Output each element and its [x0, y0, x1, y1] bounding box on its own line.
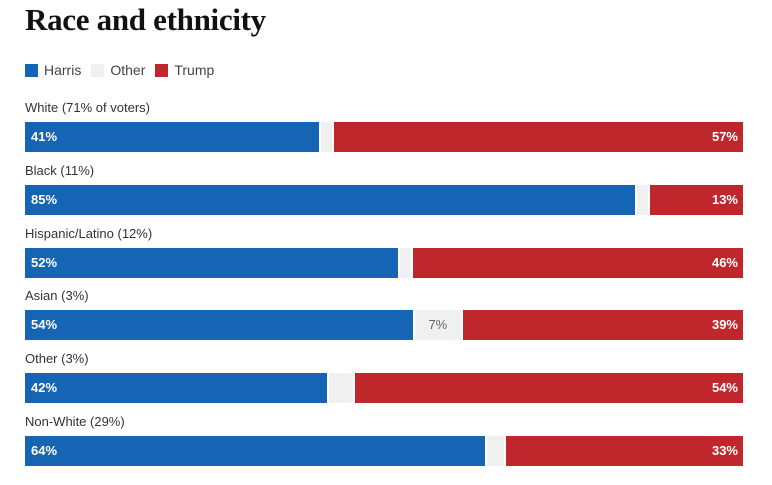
data-label-trump: 33%	[711, 443, 738, 458]
bar-row-asian-3: Asian (3%) 54% 7% 39%	[25, 288, 743, 344]
bar-segment-harris	[25, 310, 413, 341]
legend-swatch-harris	[25, 63, 38, 77]
category-label: Non-White (29%)	[25, 414, 125, 429]
chart-title: Race and ethnicity	[25, 2, 266, 37]
category-label: White (71% of voters)	[25, 100, 150, 115]
bar-segment-other	[328, 373, 354, 404]
legend-label-other: Other	[110, 62, 146, 78]
bar-track: 54% 7% 39%	[25, 310, 743, 341]
category-label: Other (3%)	[25, 351, 89, 367]
data-label-harris: 41%	[31, 129, 58, 144]
legend-swatch-other	[91, 63, 105, 77]
data-label-harris: 54%	[31, 317, 58, 333]
bar-track: 85% 13%	[25, 184, 743, 215]
legend-item-other: Other	[91, 62, 145, 78]
category-label: Black (11%)	[25, 162, 95, 178]
data-label-other: 7%	[428, 317, 448, 333]
bar-track: 41% 57%	[25, 122, 743, 152]
bar-row-other-3: Other (3%) 42% 54%	[25, 351, 743, 407]
bar-track: 64% 33%	[25, 436, 743, 466]
bar-segment-trump	[333, 122, 743, 152]
bar-segment-other	[637, 184, 648, 215]
legend-label-trump: Trump	[174, 62, 215, 78]
data-label-trump: 39%	[711, 317, 738, 333]
data-label-harris: 52%	[31, 254, 58, 270]
data-label-trump: 57%	[711, 129, 738, 144]
bar-segment-harris	[25, 184, 636, 215]
bar-segment-trump	[355, 373, 743, 404]
bar-track: 52% 46%	[25, 247, 743, 278]
bar-segment-harris	[25, 122, 320, 152]
data-label-trump: 54%	[711, 380, 738, 396]
bar-segment-trump	[649, 184, 743, 215]
bar-segment-other	[400, 247, 411, 278]
bar-row-white-71-of-voters: White (71% of voters) 41% 57%	[25, 100, 743, 156]
legend-item-trump: Trump	[155, 62, 214, 78]
legend-swatch-trump	[155, 63, 169, 77]
category-label: Asian (3%)	[25, 288, 89, 304]
bar-track: 42% 54%	[25, 373, 743, 404]
bar-segment-other	[486, 436, 505, 466]
bar-segment-trump	[412, 247, 743, 278]
bar-row-non-white-29: Non-White (29%) 64% 33%	[25, 414, 743, 470]
legend-item-harris: Harris	[25, 62, 81, 78]
data-label-trump: 13%	[711, 191, 738, 207]
data-label-harris: 64%	[31, 443, 58, 458]
bar-segment-harris	[25, 436, 485, 466]
bar-segment-harris	[25, 247, 399, 278]
bar-row-hispanic-latino-12: Hispanic/Latino (12%) 52% 46%	[25, 226, 743, 282]
category-label: Hispanic/Latino (12%)	[25, 225, 153, 241]
legend-label-harris: Harris	[44, 62, 82, 78]
data-label-trump: 46%	[711, 254, 738, 270]
bar-row-black-11: Black (11%) 85% 13%	[25, 163, 743, 219]
data-label-harris: 85%	[31, 191, 58, 207]
bar-segment-trump	[506, 436, 743, 466]
data-label-harris: 42%	[31, 380, 58, 396]
bar-segment-other	[321, 122, 332, 152]
bar-segment-other	[414, 310, 461, 341]
bar-segment-trump	[462, 310, 743, 341]
bar-segment-harris	[25, 373, 327, 404]
legend: Harris Other Trump	[25, 62, 224, 78]
